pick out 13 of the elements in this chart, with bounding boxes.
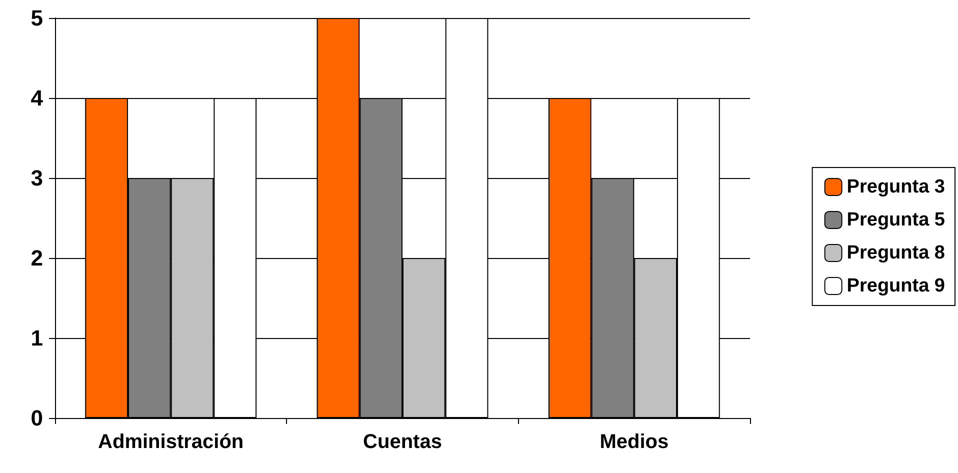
x-tick-label: Administración (98, 431, 244, 453)
y-tick-label: 1 (30, 326, 43, 350)
x-tick-label: Cuentas (363, 431, 442, 453)
legend-label: Pregunta 5 (846, 210, 946, 230)
y-tick-label: 3 (30, 166, 43, 190)
y-tick-label: 0 (30, 406, 43, 430)
y-tick-label: 4 (30, 86, 44, 110)
legend-label: Pregunta 9 (846, 276, 946, 296)
y-tick-label: 5 (30, 6, 43, 30)
legend-label: Pregunta 8 (846, 242, 946, 264)
y-tick-label: 2 (30, 246, 43, 270)
x-tick-label: Medios (600, 431, 669, 453)
legend-label: Pregunta 3 (846, 176, 946, 198)
